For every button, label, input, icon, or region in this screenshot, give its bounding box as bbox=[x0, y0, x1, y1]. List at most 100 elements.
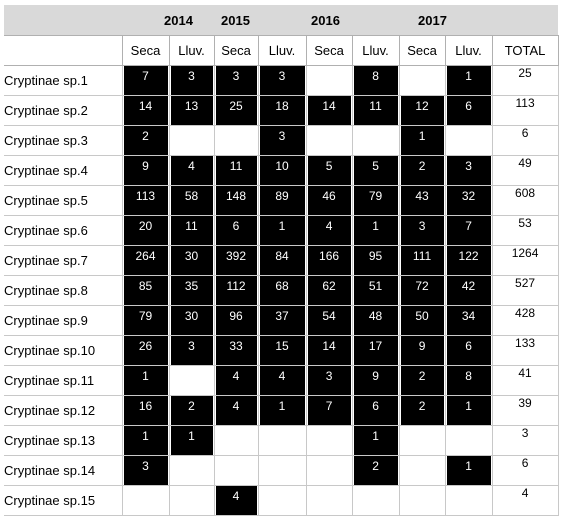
count-value: 95 bbox=[353, 246, 398, 275]
year-label: 2015 bbox=[221, 12, 250, 28]
count-cell bbox=[122, 485, 170, 516]
total-column-header: TOTAL bbox=[492, 35, 559, 66]
empty-value bbox=[307, 426, 352, 455]
count-cell: 6 bbox=[445, 95, 493, 126]
count-value: 1 bbox=[123, 426, 168, 455]
year-header: 2015 bbox=[214, 5, 307, 36]
count-cell: 392 bbox=[214, 245, 259, 276]
count-cell bbox=[306, 65, 353, 96]
count-cell: 4 bbox=[169, 155, 215, 186]
table-row: Cryptinae sp.5 113 58 148 89 46 79 43 32 608 bbox=[4, 185, 559, 216]
empty-value bbox=[400, 426, 445, 455]
count-cell: 1 bbox=[352, 425, 400, 456]
count-value: 9 bbox=[123, 156, 168, 185]
season-header: Seca bbox=[399, 35, 446, 66]
count-cell: 2 bbox=[399, 155, 446, 186]
count-value: 6 bbox=[446, 96, 491, 125]
count-cell: 1 bbox=[169, 425, 215, 456]
species-name: Cryptinae sp.3 bbox=[4, 125, 123, 156]
table-row: Cryptinae sp.14 3 2 1 6 bbox=[4, 455, 559, 486]
count-value: 392 bbox=[215, 246, 257, 275]
total-value: 41 bbox=[492, 365, 559, 396]
table-row: Cryptinae sp.8 85 35 112 68 62 51 72 42 527 bbox=[4, 275, 559, 306]
season-header: Lluv. bbox=[169, 35, 215, 66]
count-cell: 264 bbox=[122, 245, 170, 276]
count-cell: 11 bbox=[352, 95, 400, 126]
count-value: 2 bbox=[400, 366, 444, 395]
count-value: 30 bbox=[170, 246, 213, 275]
count-value: 58 bbox=[170, 186, 213, 215]
count-cell: 46 bbox=[306, 185, 353, 216]
count-value: 89 bbox=[259, 186, 305, 215]
count-cell bbox=[445, 425, 493, 456]
count-cell bbox=[399, 455, 446, 486]
count-cell: 51 bbox=[352, 275, 400, 306]
count-value: 42 bbox=[446, 276, 491, 305]
count-value: 148 bbox=[215, 186, 257, 215]
empty-value bbox=[215, 456, 258, 485]
species-abundance-table: 2014 2015 2016 2017 Seca Lluv. Seca Lluv… bbox=[4, 5, 559, 516]
table-row: Cryptinae sp.3 2 3 1 6 bbox=[4, 125, 559, 156]
count-cell: 1 bbox=[445, 65, 493, 96]
count-value: 6 bbox=[446, 336, 491, 365]
count-value: 3 bbox=[170, 66, 213, 95]
species-column-header bbox=[4, 35, 123, 66]
count-value: 17 bbox=[353, 336, 398, 365]
table-row: Cryptinae sp.1 7 3 3 3 8 1 25 bbox=[4, 65, 559, 96]
count-value: 122 bbox=[446, 246, 491, 275]
count-cell: 6 bbox=[445, 335, 493, 366]
count-cell: 5 bbox=[352, 155, 400, 186]
count-value: 85 bbox=[123, 276, 168, 305]
count-cell: 48 bbox=[352, 305, 400, 336]
count-cell bbox=[352, 125, 400, 156]
count-cell: 79 bbox=[122, 305, 170, 336]
count-cell: 9 bbox=[399, 335, 446, 366]
count-value: 1 bbox=[446, 396, 491, 425]
count-value: 11 bbox=[170, 216, 213, 245]
count-cell bbox=[306, 425, 353, 456]
count-cell bbox=[258, 455, 307, 486]
table-row: Cryptinae sp.4 9 4 11 10 5 5 2 3 49 bbox=[4, 155, 559, 186]
count-value: 5 bbox=[307, 156, 351, 185]
table-row: Cryptinae sp.6 20 11 6 1 4 1 3 7 53 bbox=[4, 215, 559, 246]
count-value: 6 bbox=[215, 216, 257, 245]
empty-value bbox=[259, 426, 306, 455]
count-cell bbox=[214, 125, 259, 156]
total-value: 25 bbox=[492, 65, 559, 96]
count-cell: 12 bbox=[399, 95, 446, 126]
empty-value bbox=[259, 456, 306, 485]
count-value: 79 bbox=[123, 306, 168, 335]
table-body: Cryptinae sp.1 7 3 3 3 8 1 25 Cryptinae sp.2 14 13… bbox=[4, 65, 559, 516]
count-value: 15 bbox=[259, 336, 305, 365]
count-value: 32 bbox=[446, 186, 491, 215]
empty-value bbox=[307, 66, 352, 95]
count-cell: 58 bbox=[169, 185, 215, 216]
count-value: 1 bbox=[353, 426, 398, 455]
count-cell: 3 bbox=[169, 335, 215, 366]
count-cell: 111 bbox=[399, 245, 446, 276]
species-name: Cryptinae sp.1 bbox=[4, 65, 123, 96]
count-cell: 1 bbox=[122, 425, 170, 456]
count-cell: 1 bbox=[122, 365, 170, 396]
empty-value bbox=[400, 456, 445, 485]
count-cell: 11 bbox=[169, 215, 215, 246]
count-value: 14 bbox=[307, 96, 351, 125]
count-cell: 8 bbox=[445, 365, 493, 396]
count-value: 96 bbox=[215, 306, 257, 335]
count-cell bbox=[214, 425, 259, 456]
count-cell bbox=[306, 125, 353, 156]
year-label: 2017 bbox=[418, 12, 447, 28]
total-value: 1264 bbox=[492, 245, 559, 276]
count-cell: 2 bbox=[169, 395, 215, 426]
count-cell: 3 bbox=[122, 455, 170, 486]
empty-value bbox=[170, 456, 214, 485]
count-value: 1 bbox=[259, 216, 305, 245]
season-header: Seca bbox=[214, 35, 259, 66]
count-value: 46 bbox=[307, 186, 351, 215]
count-cell: 9 bbox=[122, 155, 170, 186]
count-value: 2 bbox=[353, 456, 398, 485]
empty-value bbox=[307, 486, 352, 515]
count-cell bbox=[258, 485, 307, 516]
count-value: 1 bbox=[353, 216, 398, 245]
